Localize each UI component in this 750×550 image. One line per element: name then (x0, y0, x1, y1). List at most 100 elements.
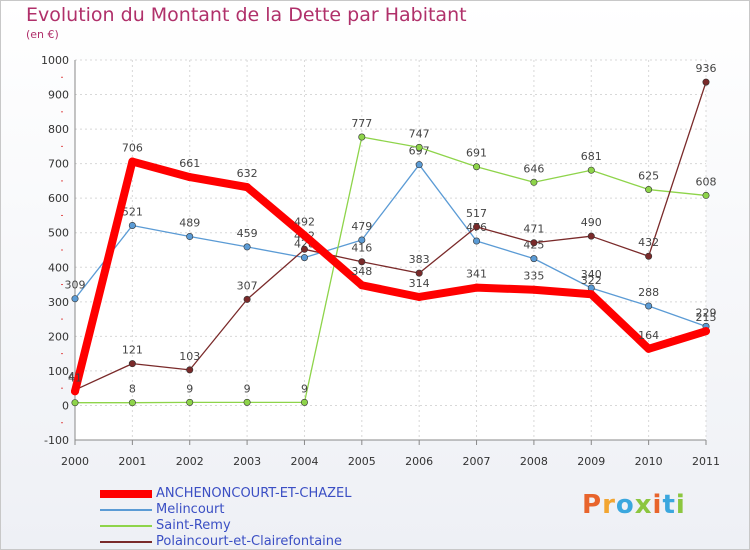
logo-letter: i (675, 490, 686, 520)
data-label-saint-remy: 625 (638, 170, 659, 183)
x-tick-label: 2002 (176, 455, 204, 468)
legend-label: Polaincourt-et-Clairefontaine (156, 534, 343, 549)
data-point-anchenoncourt-et-chazel (472, 283, 481, 292)
data-label-melincourt: 340 (581, 268, 602, 281)
y-tick-label: 400 (48, 261, 69, 274)
y-tick-label: 600 (48, 192, 69, 205)
data-label-melincourt: 459 (237, 227, 258, 240)
data-label-polaincourt-et-clairefontaine: 517 (466, 207, 487, 220)
data-point-anchenoncourt-et-chazel (185, 173, 194, 182)
data-point-anchenoncourt-et-chazel (415, 292, 424, 301)
x-tick-label: 2009 (577, 455, 605, 468)
legend-swatch (100, 490, 152, 498)
data-label-melincourt: 229 (696, 306, 717, 319)
logo-letter: o (615, 490, 635, 520)
data-point-melincourt (645, 302, 653, 310)
data-label-melincourt: 697 (409, 145, 430, 158)
data-point-saint-remy (702, 191, 710, 199)
data-label-anchenoncourt-et-chazel: 41 (68, 371, 82, 384)
data-point-melincourt (358, 236, 366, 244)
data-label-polaincourt-et-clairefontaine: 383 (409, 253, 430, 266)
data-point-polaincourt-et-clairefontaine (473, 223, 481, 231)
data-label-anchenoncourt-et-chazel: 322 (581, 274, 602, 287)
x-tick-label: 2008 (520, 455, 548, 468)
series-line-polaincourt-et-clairefontaine (74, 81, 707, 391)
data-label-melincourt: 489 (179, 217, 200, 230)
data-point-melincourt (186, 233, 194, 241)
data-point-melincourt (243, 243, 251, 251)
chart-title: Evolution du Montant de la Dette par Hab… (26, 4, 467, 26)
y-tick-label: 800 (48, 123, 69, 136)
data-point-anchenoncourt-et-chazel (243, 183, 252, 192)
series-line-melincourt (74, 164, 707, 327)
data-point-saint-remy (530, 178, 538, 186)
data-label-polaincourt-et-clairefontaine: 490 (581, 216, 602, 229)
data-point-melincourt (128, 221, 136, 229)
data-point-polaincourt-et-clairefontaine (530, 239, 538, 247)
legend-label: Melincourt (156, 502, 225, 517)
data-label-polaincourt-et-clairefontaine: 103 (179, 350, 200, 363)
data-label-saint-remy: 8 (129, 383, 136, 396)
data-label-saint-remy: 608 (696, 175, 717, 188)
data-label-polaincourt-et-clairefontaine: 121 (122, 344, 143, 357)
data-point-polaincourt-et-clairefontaine (186, 366, 194, 374)
y-tick-label: 0 (62, 399, 69, 412)
y-tick-label: 200 (48, 330, 69, 343)
x-tick-label: 2001 (118, 455, 146, 468)
y-tick-label: -100 (44, 434, 69, 447)
data-label-anchenoncourt-et-chazel: 215 (696, 311, 717, 324)
data-point-anchenoncourt-et-chazel (128, 157, 137, 166)
y-tick-label: 700 (48, 158, 69, 171)
data-point-melincourt (530, 255, 538, 263)
data-label-melincourt: 288 (638, 286, 659, 299)
legend-swatch (100, 509, 152, 511)
data-point-polaincourt-et-clairefontaine (300, 245, 308, 253)
data-point-polaincourt-et-clairefontaine (587, 232, 595, 240)
logo-letter: t (662, 490, 676, 520)
data-point-anchenoncourt-et-chazel (357, 281, 366, 290)
data-label-saint-remy: 9 (186, 382, 193, 395)
plot-area (75, 60, 706, 440)
y-tick-label: 900 (48, 89, 69, 102)
data-label-saint-remy: 747 (409, 127, 430, 140)
legend-label: ANCHENONCOURT-ET-CHAZEL (156, 486, 352, 501)
data-label-anchenoncourt-et-chazel: 341 (466, 268, 487, 281)
series-line-anchenoncourt-et-chazel (71, 157, 710, 396)
data-label-saint-remy: 646 (523, 162, 544, 175)
data-point-anchenoncourt-et-chazel (71, 387, 79, 396)
x-tick-label: 2011 (692, 455, 720, 468)
data-label-melincourt: 479 (351, 220, 372, 233)
data-label-anchenoncourt-et-chazel: 492 (294, 215, 315, 228)
data-point-polaincourt-et-clairefontaine (358, 258, 366, 266)
x-tick-label: 2010 (635, 455, 663, 468)
data-label-anchenoncourt-et-chazel: 706 (122, 142, 143, 155)
data-label-saint-remy: 9 (244, 382, 251, 395)
line-chart: -100 0 100 200 300 400 500 600 700 800 900 1000 2000… (41, 54, 720, 468)
y-tick-label: 300 (48, 296, 69, 309)
data-label-anchenoncourt-et-chazel: 661 (179, 157, 200, 170)
y-tick-label: 1000 (41, 54, 69, 67)
x-tick-label: 2006 (405, 455, 433, 468)
data-point-saint-remy (645, 186, 653, 194)
data-label-polaincourt-et-clairefontaine: 416 (351, 242, 372, 255)
data-point-anchenoncourt-et-chazel (587, 290, 596, 299)
legend-swatch (100, 525, 152, 527)
data-point-saint-remy (473, 163, 481, 171)
proxiti-logo: Proxiti (582, 490, 686, 520)
data-point-saint-remy (71, 399, 79, 407)
data-point-anchenoncourt-et-chazel (300, 231, 309, 240)
data-point-melincourt (71, 295, 79, 303)
data-point-anchenoncourt-et-chazel (644, 344, 653, 353)
x-tick-label: 2004 (290, 455, 318, 468)
x-tick-label: 2005 (348, 455, 376, 468)
logo-letter: i (652, 490, 663, 520)
x-tick-label: 2003 (233, 455, 261, 468)
data-point-melincourt (415, 161, 423, 169)
data-label-saint-remy: 9 (301, 382, 308, 395)
logo-letter: x (634, 490, 653, 520)
data-label-saint-remy: 681 (581, 150, 602, 163)
data-label-anchenoncourt-et-chazel: 314 (409, 277, 430, 290)
x-tick-label: 2000 (61, 455, 89, 468)
data-label-saint-remy: 777 (351, 117, 372, 130)
y-tick-label: 500 (48, 227, 69, 240)
